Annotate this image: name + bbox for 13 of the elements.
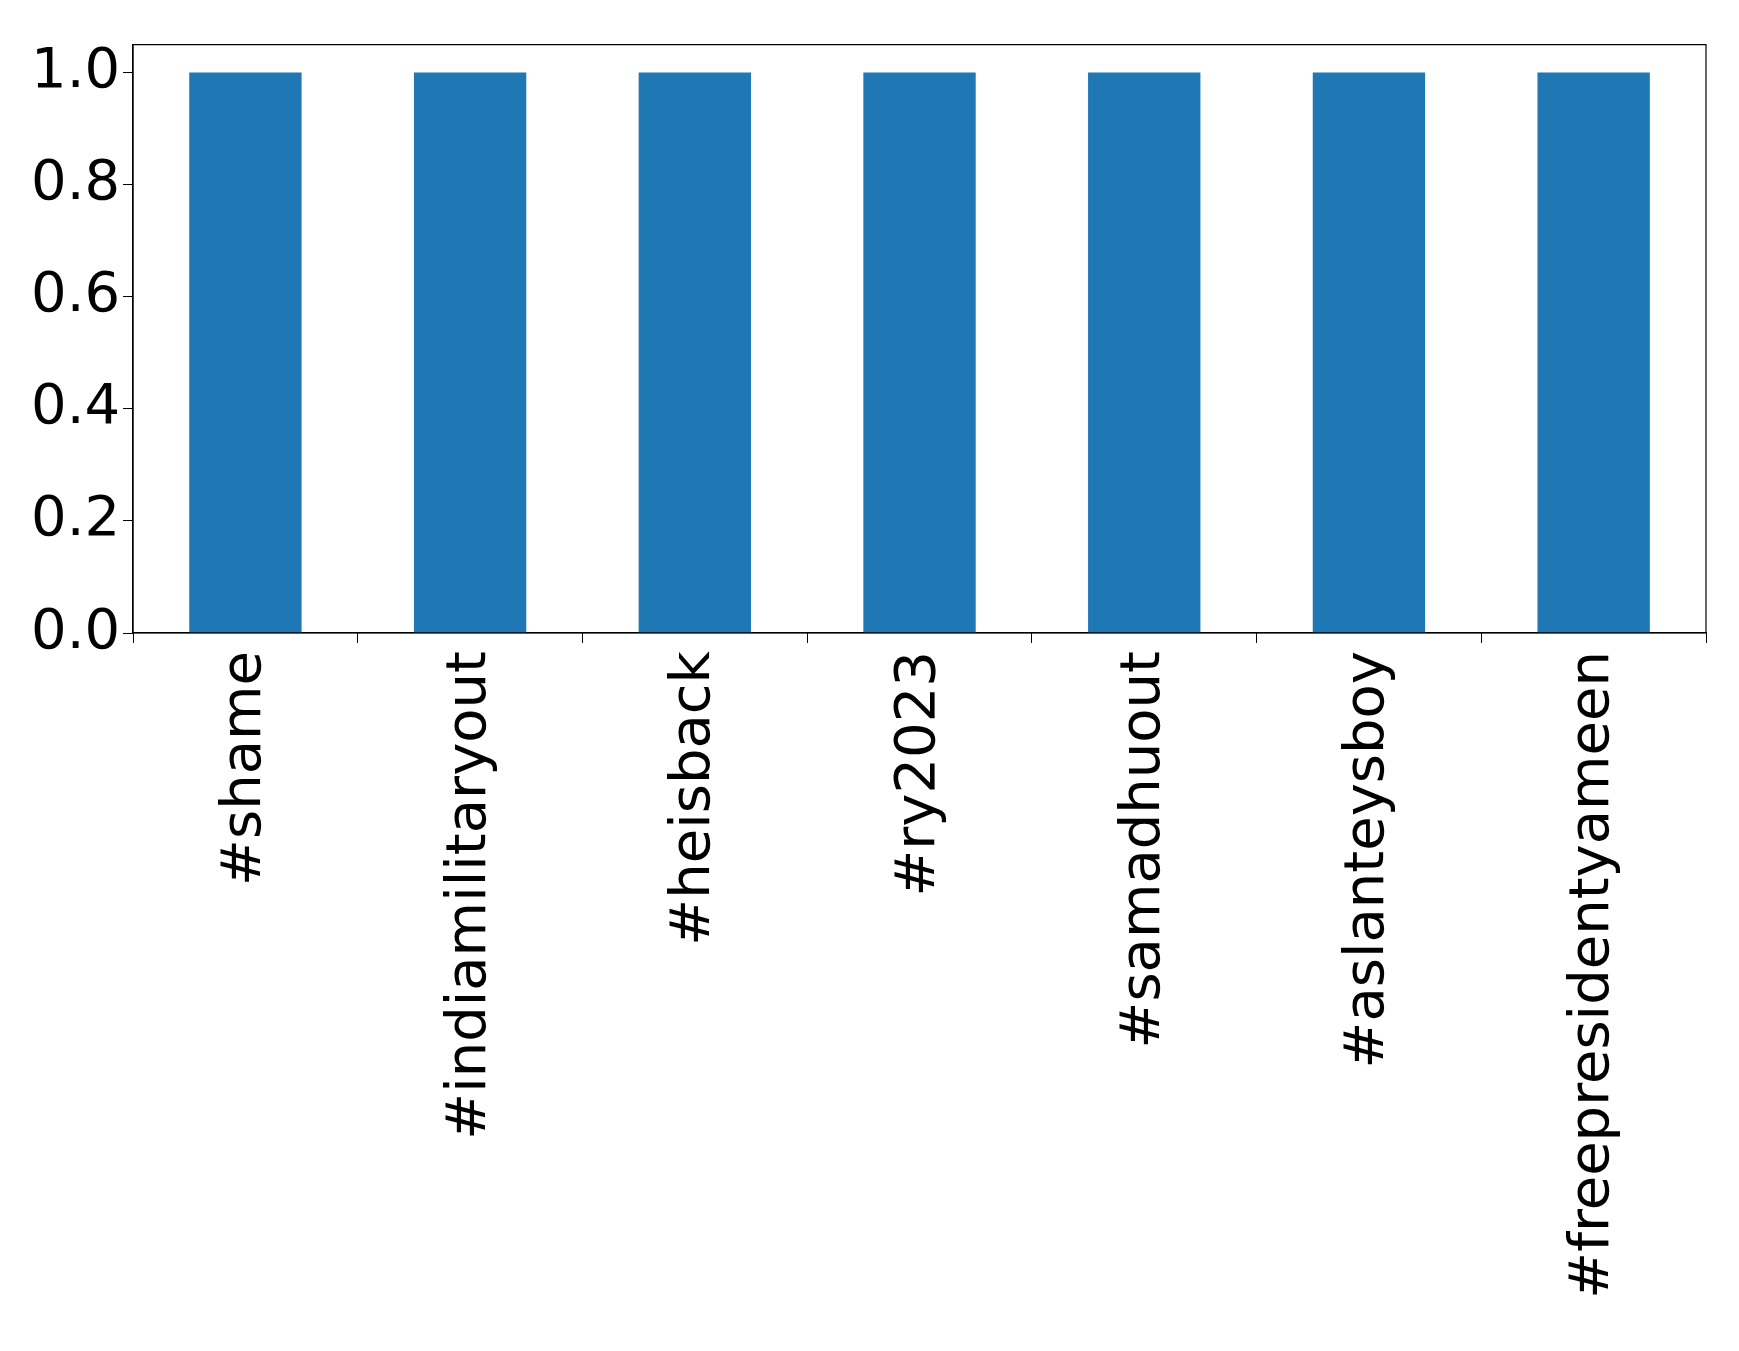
x-tick-label: #ry2023	[882, 651, 948, 897]
y-tick-label: 0.0	[31, 595, 121, 661]
y-tick-label: 0.4	[31, 371, 121, 437]
y-tick-label: 1.0	[31, 35, 121, 101]
x-tick-label: #shame	[207, 651, 273, 886]
y-tick-label: 0.8	[31, 147, 121, 213]
x-tick-label: #indiamilitaryout	[432, 651, 498, 1140]
x-tick-label: #aslanteysboy	[1331, 651, 1397, 1069]
y-tick-label: 0.2	[31, 483, 121, 549]
x-tick-label: #heisback	[657, 650, 723, 946]
x-tick-label: #samadhuout	[1106, 651, 1172, 1049]
y-tick-label: 0.6	[31, 259, 121, 325]
x-tick-label: #freepresidentyameen	[1556, 651, 1622, 1299]
